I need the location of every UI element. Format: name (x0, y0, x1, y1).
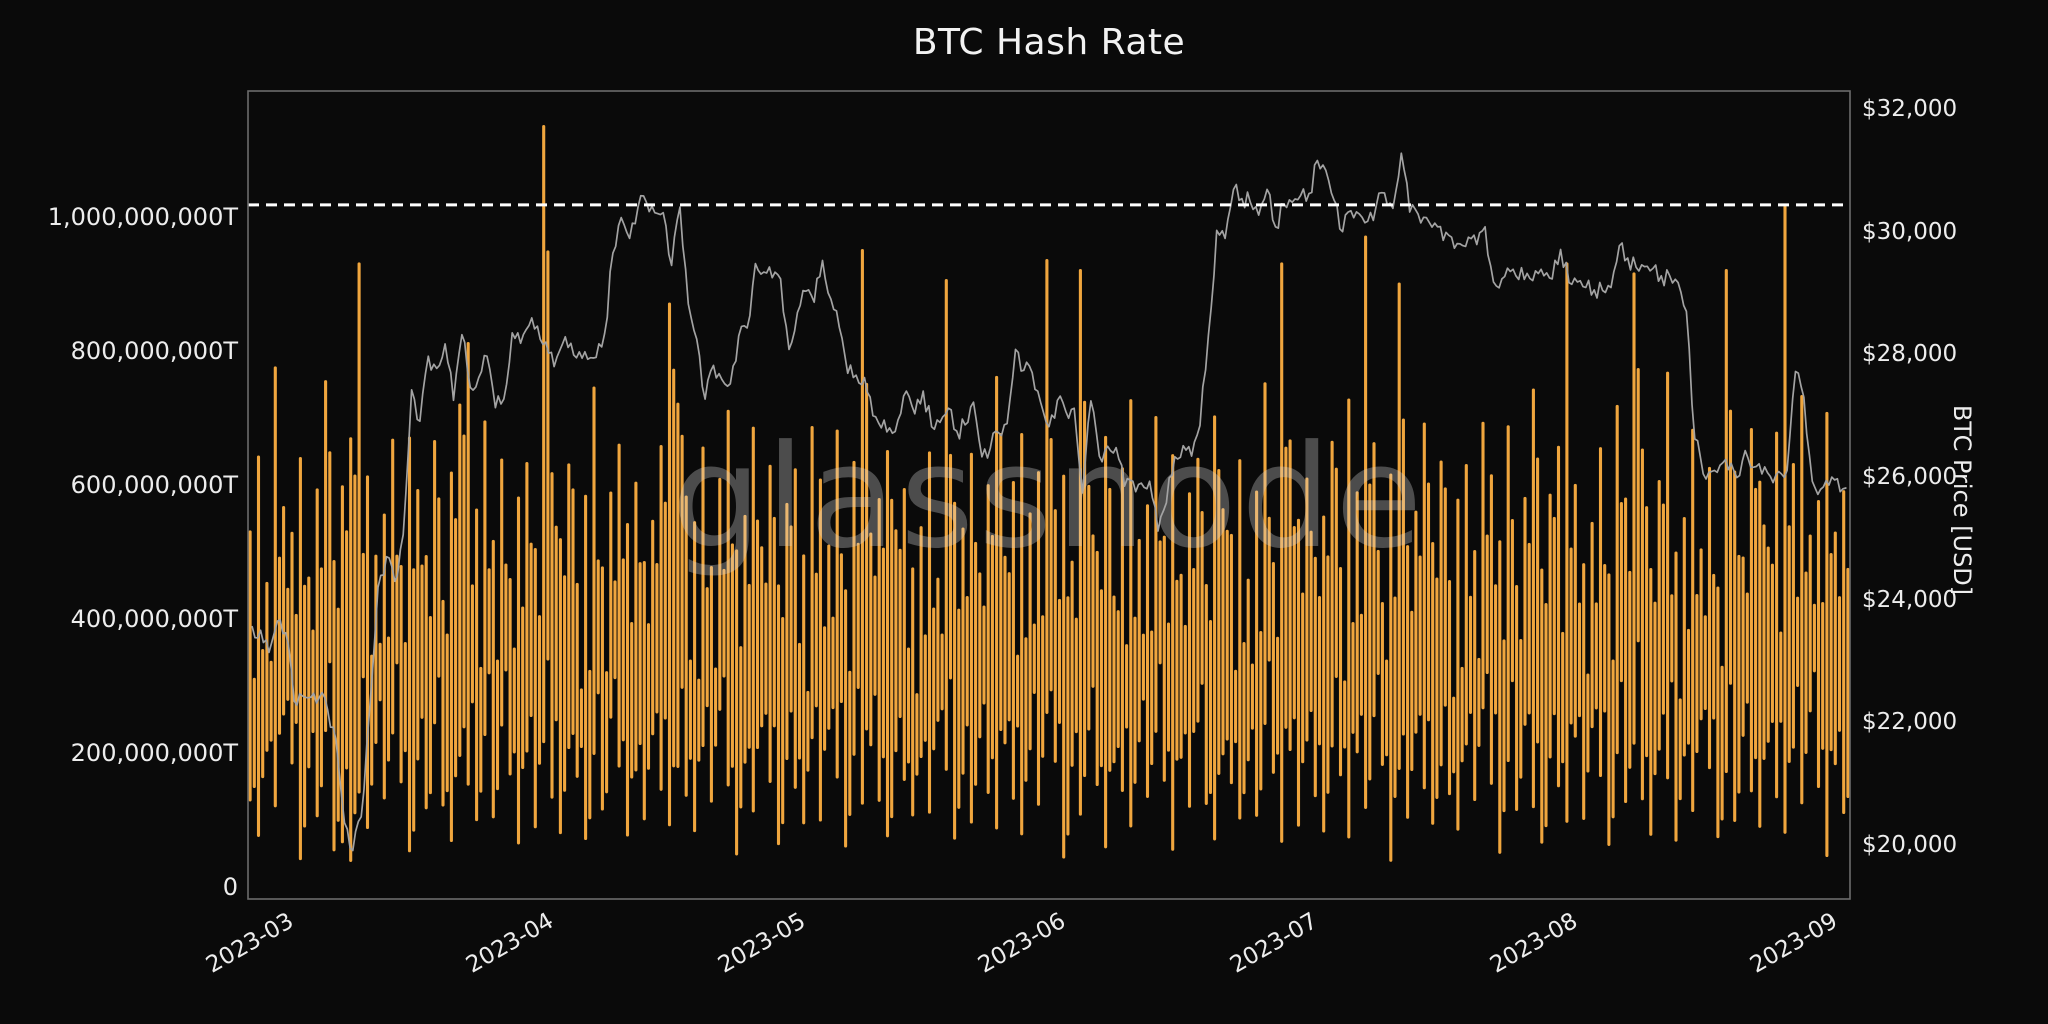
chart-title: BTC Hash Rate (912, 22, 1186, 63)
price-tick-label: $26,000 (1862, 464, 1958, 490)
hash-rate-tick-label: 600,000,000T (70, 471, 238, 499)
price-tick-label: $24,000 (1862, 586, 1958, 613)
btc-price-line (251, 152, 1847, 852)
glassnode-watermark: glassnode (672, 415, 1427, 580)
hash-rate-tick-label: 400,000,000T (70, 605, 238, 633)
price-tick-label: $28,000 (1862, 341, 1958, 368)
hash-rate-bars (248, 124, 1850, 862)
price-axis-label: BTC Price [USD] (1948, 404, 1976, 596)
price-tick-label: $32,000 (1862, 96, 1958, 122)
hash-rate-tick-label: 1,000,000,000T (47, 203, 238, 231)
plot-border (247, 90, 1851, 900)
hash-rate-tick-label: 800,000,000T (70, 337, 238, 365)
hash-rate-tick-label: 200,000,000T (70, 739, 238, 767)
price-tick-label: $22,000 (1862, 709, 1958, 736)
price-tick-label: $30,000 (1862, 218, 1958, 245)
price-tick-label: $20,000 (1862, 832, 1958, 858)
hash-rate-tick-label: 0 (222, 873, 238, 901)
